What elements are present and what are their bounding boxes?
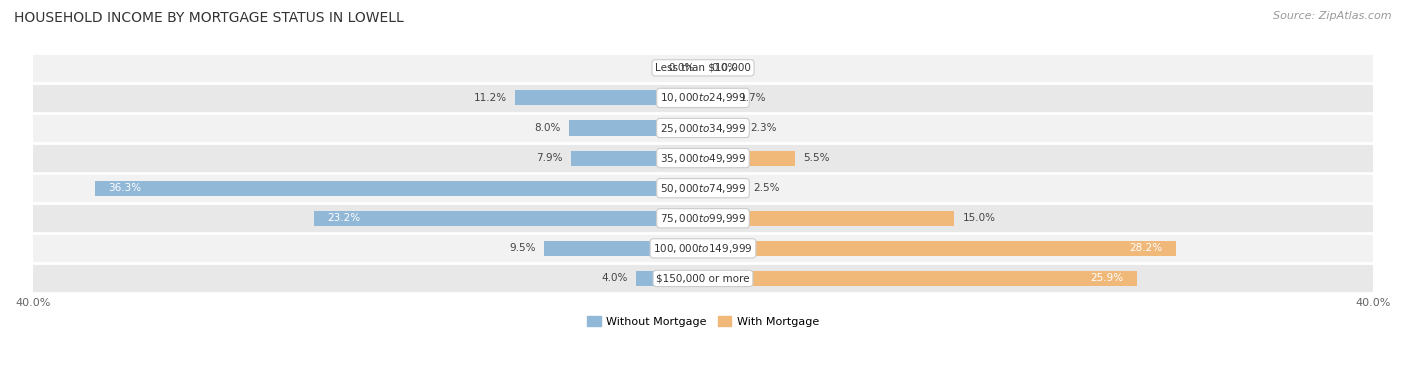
Text: 7.9%: 7.9% (536, 153, 562, 163)
Text: 2.3%: 2.3% (749, 123, 776, 133)
Bar (703, 150, 796, 166)
Text: 5.5%: 5.5% (804, 153, 830, 163)
Text: $150,000 or more: $150,000 or more (657, 273, 749, 284)
Bar (94, 181, 703, 196)
Text: Less than $10,000: Less than $10,000 (655, 63, 751, 73)
Bar (32, 113, 1374, 143)
Bar (516, 90, 703, 105)
Text: 0.0%: 0.0% (711, 63, 738, 73)
Bar (571, 150, 703, 166)
Text: 2.5%: 2.5% (754, 183, 780, 193)
Bar (569, 121, 703, 136)
Text: $75,000 to $99,999: $75,000 to $99,999 (659, 212, 747, 225)
Text: $100,000 to $149,999: $100,000 to $149,999 (654, 242, 752, 255)
Text: 1.7%: 1.7% (740, 93, 766, 103)
Bar (544, 241, 703, 256)
Bar (703, 121, 741, 136)
Bar (703, 211, 955, 226)
Text: $10,000 to $24,999: $10,000 to $24,999 (659, 91, 747, 104)
Text: $25,000 to $34,999: $25,000 to $34,999 (659, 121, 747, 135)
Bar (32, 143, 1374, 173)
Bar (32, 53, 1374, 83)
Bar (32, 203, 1374, 233)
Bar (703, 241, 1175, 256)
Bar (32, 233, 1374, 263)
Bar (32, 173, 1374, 203)
Text: 0.0%: 0.0% (668, 63, 695, 73)
Text: $50,000 to $74,999: $50,000 to $74,999 (659, 182, 747, 195)
Bar (32, 83, 1374, 113)
Legend: Without Mortgage, With Mortgage: Without Mortgage, With Mortgage (582, 312, 824, 331)
Bar (703, 271, 1137, 286)
Text: 8.0%: 8.0% (534, 123, 561, 133)
Bar (703, 90, 731, 105)
Text: 11.2%: 11.2% (474, 93, 508, 103)
Bar (636, 271, 703, 286)
Text: HOUSEHOLD INCOME BY MORTGAGE STATUS IN LOWELL: HOUSEHOLD INCOME BY MORTGAGE STATUS IN L… (14, 11, 404, 25)
Text: 36.3%: 36.3% (108, 183, 141, 193)
Text: Source: ZipAtlas.com: Source: ZipAtlas.com (1274, 11, 1392, 21)
Bar (314, 211, 703, 226)
Text: 23.2%: 23.2% (328, 213, 361, 223)
Text: 9.5%: 9.5% (509, 243, 536, 253)
Bar (32, 263, 1374, 293)
Bar (703, 181, 745, 196)
Text: 4.0%: 4.0% (602, 273, 627, 284)
Text: $35,000 to $49,999: $35,000 to $49,999 (659, 152, 747, 164)
Text: 28.2%: 28.2% (1129, 243, 1163, 253)
Text: 25.9%: 25.9% (1091, 273, 1123, 284)
Text: 15.0%: 15.0% (963, 213, 995, 223)
